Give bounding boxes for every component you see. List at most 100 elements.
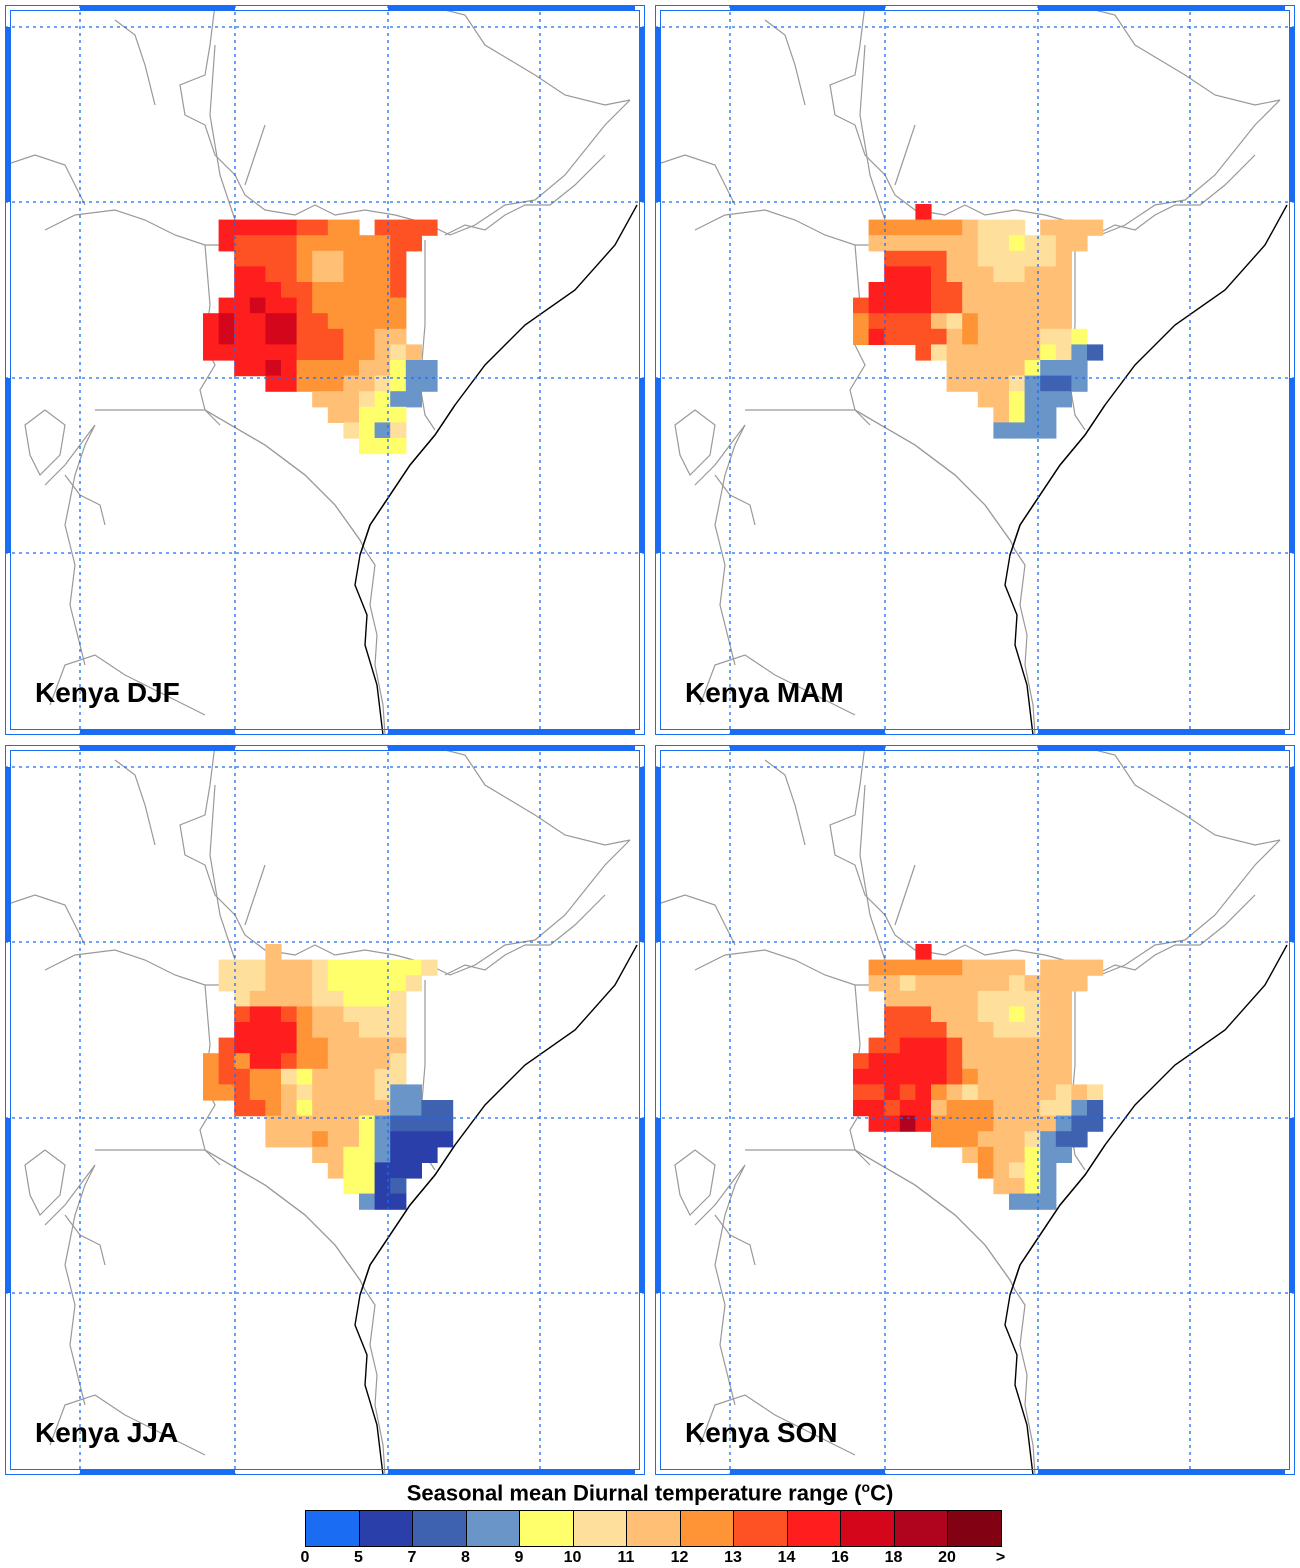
- dtr-cell: [359, 959, 376, 976]
- dtr-cell: [405, 1100, 422, 1117]
- dtr-cell: [946, 250, 963, 267]
- dtr-cell: [296, 328, 313, 345]
- dtr-cell: [962, 1022, 979, 1039]
- dtr-cell: [915, 328, 932, 345]
- dtr-cell: [327, 1100, 344, 1117]
- dtr-cell: [993, 1100, 1010, 1117]
- dtr-cell: [405, 344, 422, 361]
- dtr-cell: [343, 975, 360, 992]
- dtr-cell: [281, 375, 298, 392]
- dtr-cell: [853, 1053, 870, 1070]
- dtr-cell: [374, 1162, 391, 1179]
- dtr-cell: [1024, 1193, 1041, 1210]
- dtr-cell: [374, 297, 391, 314]
- dtr-cell: [899, 313, 916, 330]
- dtr-cell: [853, 297, 870, 314]
- dtr-cell: [265, 990, 282, 1007]
- dtr-cell: [931, 297, 948, 314]
- dtr-cell: [993, 1146, 1010, 1163]
- dtr-cell: [993, 1068, 1010, 1085]
- dtr-cell: [405, 360, 422, 377]
- dtr-cell: [977, 344, 994, 361]
- dtr-cell: [359, 1084, 376, 1101]
- colorbar-tick-label: 7: [407, 1549, 417, 1566]
- dtr-cell: [343, 282, 360, 299]
- dtr-cell: [390, 1162, 407, 1179]
- dtr-cell: [977, 959, 994, 976]
- dtr-cell: [1040, 391, 1057, 408]
- dtr-cell: [281, 1006, 298, 1023]
- dtr-cell: [1009, 975, 1026, 992]
- dtr-cell: [359, 328, 376, 345]
- dtr-cell: [977, 360, 994, 377]
- dtr-cell: [993, 282, 1010, 299]
- dtr-cell: [1040, 219, 1057, 236]
- dtr-cell: [327, 313, 344, 330]
- dtr-cell: [390, 1006, 407, 1023]
- dtr-cell: [390, 250, 407, 267]
- dtr-cell: [993, 1022, 1010, 1039]
- dtr-cell: [962, 266, 979, 283]
- dtr-cell: [405, 1115, 422, 1132]
- dtr-cell: [1024, 250, 1041, 267]
- dtr-cell: [962, 1006, 979, 1023]
- dtr-grid-cells: [853, 944, 1104, 1210]
- dtr-cell: [977, 391, 994, 408]
- dtr-cell: [853, 313, 870, 330]
- dtr-cell: [1055, 328, 1072, 345]
- dtr-cell: [1009, 1178, 1026, 1195]
- dtr-cell: [1040, 1178, 1057, 1195]
- dtr-cell: [390, 1100, 407, 1117]
- dtr-cell: [312, 990, 329, 1007]
- dtr-cell: [962, 328, 979, 345]
- dtr-cell: [1040, 1006, 1057, 1023]
- dtr-cell: [899, 297, 916, 314]
- dtr-cell: [962, 297, 979, 314]
- dtr-cell: [203, 344, 220, 361]
- dtr-cell: [931, 1022, 948, 1039]
- dtr-cell: [1055, 219, 1072, 236]
- dtr-cell: [296, 1022, 313, 1039]
- dtr-cell: [359, 344, 376, 361]
- dtr-cell: [1055, 1022, 1072, 1039]
- dtr-cell: [946, 1006, 963, 1023]
- dtr-cell: [993, 1006, 1010, 1023]
- dtr-cell: [327, 282, 344, 299]
- dtr-cell: [390, 959, 407, 976]
- dtr-cell: [249, 959, 266, 976]
- dtr-cell: [915, 1037, 932, 1054]
- dtr-cell: [437, 1115, 454, 1132]
- dtr-cell: [327, 266, 344, 283]
- dtr-cell: [1040, 344, 1057, 361]
- dtr-cell: [374, 391, 391, 408]
- dtr-cell: [977, 219, 994, 236]
- dtr-cell: [993, 313, 1010, 330]
- dtr-cell: [359, 1022, 376, 1039]
- dtr-cell: [868, 1100, 885, 1117]
- panel-title: Kenya SON: [685, 1417, 838, 1448]
- dtr-cell: [1009, 344, 1026, 361]
- dtr-cell: [390, 1037, 407, 1054]
- dtr-cell: [1055, 375, 1072, 392]
- dtr-cell: [931, 219, 948, 236]
- dtr-cell: [977, 975, 994, 992]
- dtr-cell: [884, 1053, 901, 1070]
- dtr-cell: [1040, 297, 1057, 314]
- colorbar-tick-label: 9: [514, 1549, 524, 1566]
- dtr-cell: [1024, 975, 1041, 992]
- dtr-cell: [1071, 1115, 1088, 1132]
- dtr-cell: [868, 328, 885, 345]
- dtr-cell: [884, 990, 901, 1007]
- dtr-cell: [1040, 406, 1057, 423]
- dtr-cell: [249, 1022, 266, 1039]
- dtr-cell: [946, 360, 963, 377]
- dtr-cell: [405, 375, 422, 392]
- dtr-cell: [915, 204, 932, 221]
- dtr-cell: [374, 990, 391, 1007]
- dtr-cell: [868, 219, 885, 236]
- dtr-cell: [312, 1006, 329, 1023]
- dtr-cell: [993, 1178, 1010, 1195]
- dtr-cell: [374, 313, 391, 330]
- dtr-cell: [265, 1100, 282, 1117]
- dtr-cell: [899, 1100, 916, 1117]
